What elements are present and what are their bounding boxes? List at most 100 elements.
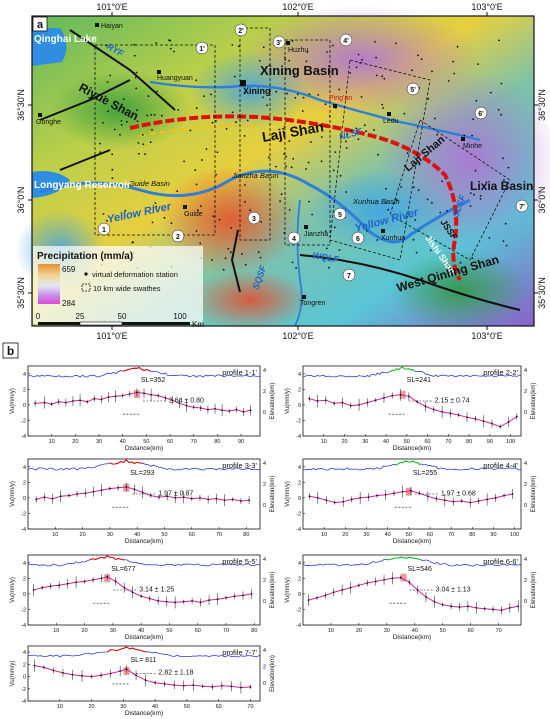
data-point [401, 490, 404, 493]
station-dot [246, 119, 249, 122]
data-point [384, 493, 387, 496]
data-point [391, 577, 394, 580]
station-dot [189, 129, 192, 132]
panel-a-label-box [32, 16, 48, 32]
legend-station: virtual deformation station [92, 270, 178, 279]
data-point [100, 489, 103, 492]
data-point [376, 494, 378, 497]
data-point [174, 601, 177, 604]
data-point [435, 497, 438, 500]
y-tick-label: -2 [296, 607, 301, 613]
station-dot [231, 44, 234, 46]
station-dot [146, 114, 149, 117]
station-dot [359, 62, 362, 64]
uplift-rate: 3.04 ± 1.13 [436, 586, 471, 593]
y-tick-label: -4 [21, 527, 26, 533]
station-dot [151, 221, 154, 224]
label-minhe: Minhe [463, 143, 482, 150]
data-point [192, 406, 195, 409]
station-dot [295, 266, 297, 269]
fault-zone-elevation [389, 366, 416, 372]
station-dot [395, 198, 398, 201]
lat-tick-left-1: 36°30'N [16, 89, 26, 121]
station-dot [131, 241, 134, 244]
station-dot [176, 190, 179, 193]
data-point [131, 591, 134, 594]
data-point [125, 486, 128, 488]
station-dot [406, 152, 409, 155]
data-point [374, 580, 377, 583]
data-point [307, 599, 310, 602]
data-point [171, 399, 174, 402]
profile-end-5: 5 [338, 212, 342, 219]
elev-tick-label: 0 [263, 410, 266, 416]
x-tick-label: 20 [356, 628, 362, 634]
laji-yellow-band [139, 124, 261, 137]
y-tick-label: 0 [298, 496, 301, 502]
label-jianzha: Jianzha [304, 231, 328, 238]
legend-swath: 10 km wide swathes [93, 284, 161, 293]
peak-highlight [405, 487, 412, 496]
station-dot [463, 134, 466, 137]
station-dot [420, 58, 423, 61]
legend-swath-box [81, 283, 91, 292]
x-tick-label: 30 [107, 532, 113, 538]
profile-title: profile 5-5' [222, 557, 257, 566]
data-point [499, 425, 502, 428]
y-tick-label: -2 [21, 607, 26, 613]
station-dot [346, 133, 349, 136]
y-axis-label: Vu(mm/y) [285, 577, 291, 603]
uplift-trend-line [309, 394, 518, 428]
data-point [494, 496, 497, 499]
station-dot [210, 93, 212, 96]
data-point [225, 596, 227, 599]
station-dot [284, 58, 287, 61]
uplift-rate: 2.82 ± 1.18 [159, 670, 194, 677]
data-point [359, 496, 362, 499]
x-tick-label: 60 [427, 532, 433, 538]
station-dot [328, 115, 331, 117]
station-dot [292, 157, 295, 160]
station-dot [135, 87, 138, 90]
x-tick-label: 20 [342, 532, 348, 538]
y-tick-label: 2 [23, 387, 26, 393]
data-point [228, 410, 231, 413]
elev-tick-label: 4 [263, 368, 266, 374]
data-point [249, 686, 252, 688]
y-tick-label: 2 [23, 576, 26, 582]
data-point [308, 495, 311, 498]
station-dot [473, 193, 475, 196]
y-tick-label: 0 [23, 403, 26, 409]
label-haiyan: Haiyan [101, 23, 123, 30]
station-dot [268, 64, 271, 66]
station-dot [299, 134, 302, 137]
station-dot [374, 40, 376, 43]
station-dot [431, 70, 433, 73]
y-tick-label: 0 [298, 592, 301, 598]
uplift-rate: 1.97 ± 0.68 [441, 490, 476, 497]
data-point [242, 410, 245, 413]
data-point [220, 684, 223, 687]
y-tick-label: -2 [21, 511, 26, 517]
data-point [432, 408, 435, 411]
data-point [199, 496, 201, 499]
station-dot [149, 141, 152, 144]
station-dot [144, 153, 146, 156]
station-dot [352, 131, 355, 134]
station-dot [417, 54, 419, 57]
map-frame-ticks [28, 12, 538, 330]
station-dot [216, 151, 219, 154]
data-point [92, 490, 95, 493]
station-dot [301, 110, 304, 112]
scalebar-seg-1 [38, 322, 80, 325]
station-dot [414, 219, 417, 221]
label-ledu: Ledu [383, 118, 399, 125]
data-point [424, 405, 427, 408]
data-point [66, 582, 69, 585]
data-point [114, 395, 117, 398]
data-point [173, 684, 176, 687]
station-dot [332, 44, 334, 47]
elev-tick-label: 2 [263, 482, 266, 488]
